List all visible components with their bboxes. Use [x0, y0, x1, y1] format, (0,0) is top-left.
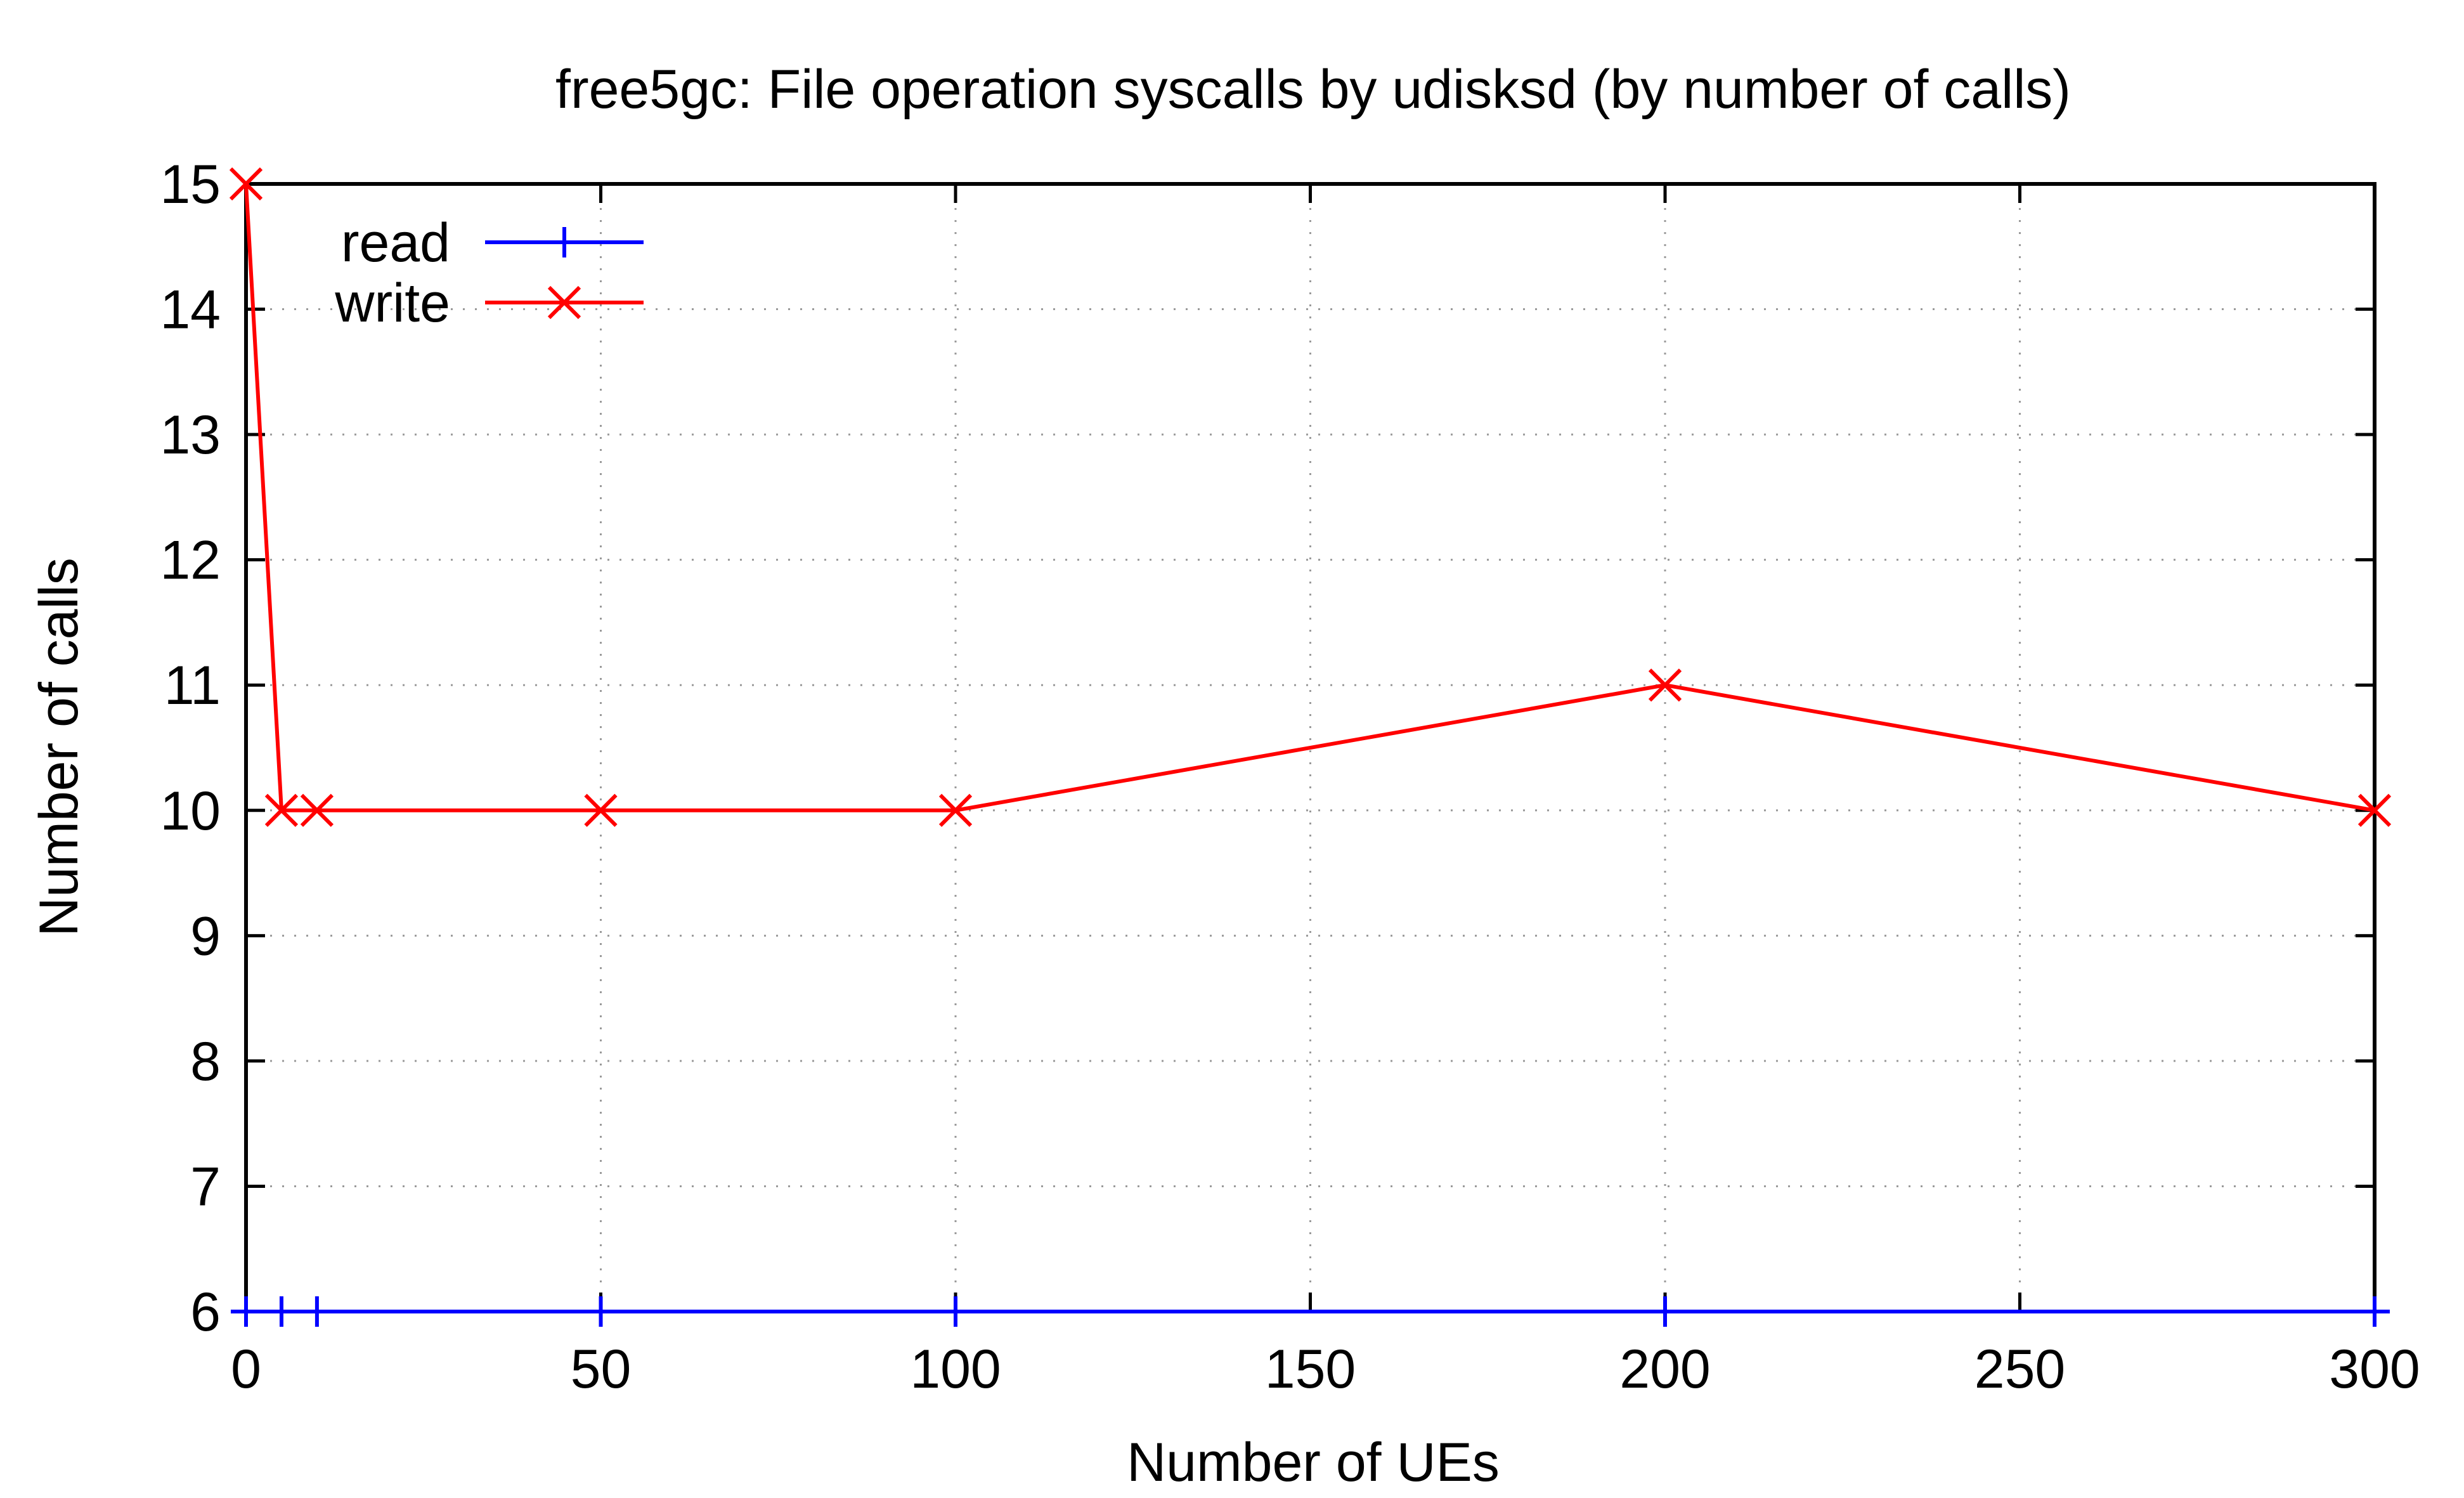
data-point-read	[301, 1296, 332, 1327]
legend-marker-read	[549, 227, 580, 257]
y-tick-label: 12	[160, 530, 221, 591]
x-tick-label: 150	[1265, 1339, 1356, 1400]
data-point-write	[264, 793, 299, 827]
y-tick-label: 9	[190, 906, 221, 967]
data-point-read	[231, 1296, 261, 1327]
y-tick-label: 8	[190, 1031, 221, 1092]
data-point-read	[940, 1296, 971, 1327]
x-tick-label: 0	[231, 1339, 261, 1400]
legend-marker-write	[547, 285, 581, 320]
data-point-read	[1650, 1296, 1680, 1327]
y-tick-label: 10	[160, 781, 221, 842]
y-tick-label: 14	[160, 280, 221, 341]
legend-item-read: read	[341, 212, 644, 273]
legend-label-write: write	[334, 273, 450, 334]
data-point-read	[266, 1296, 297, 1327]
data-point-write	[584, 793, 618, 827]
y-tick-label: 13	[160, 405, 221, 466]
data-point-write	[1648, 668, 1682, 702]
chart-title: free5gc: File operation syscalls by udis…	[555, 59, 2071, 120]
x-tick-label: 250	[1974, 1339, 2066, 1400]
series-line-write	[244, 183, 2375, 812]
data-point-write	[2357, 793, 2392, 827]
y-axis-label: Number of calls	[29, 557, 89, 936]
y-tick-label: 6	[190, 1282, 221, 1343]
y-tick-label: 15	[160, 154, 221, 215]
y-tick-label: 7	[190, 1156, 221, 1217]
data-point-write	[229, 167, 263, 201]
y-tick-label: 11	[164, 655, 221, 716]
x-tick-label: 100	[910, 1339, 1001, 1400]
data-point-read	[585, 1296, 616, 1327]
x-axis-label: Number of UEs	[1127, 1432, 1500, 1493]
legend-item-write: write	[334, 273, 644, 334]
data-point-write	[300, 793, 334, 827]
legend-label-read: read	[341, 212, 450, 273]
x-tick-label: 50	[571, 1339, 632, 1400]
data-point-write	[938, 793, 973, 827]
x-tick-label: 200	[1619, 1339, 1711, 1400]
data-point-read	[2359, 1296, 2390, 1327]
series-layer	[229, 167, 2392, 1327]
axes: 0 50 100 150 200 250 300 6 7 8 9 10 11 12 13 14 15	[160, 154, 2420, 1400]
series-write	[229, 167, 2392, 827]
series-read	[231, 1296, 2390, 1327]
x-tick-label: 300	[2329, 1339, 2420, 1400]
